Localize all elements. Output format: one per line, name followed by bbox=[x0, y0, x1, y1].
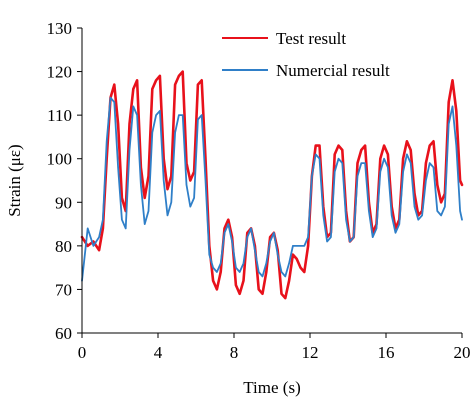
x-tick-label: 20 bbox=[454, 343, 471, 362]
y-tick-label: 120 bbox=[47, 63, 73, 82]
legend-label-test-result: Test result bbox=[276, 29, 346, 48]
series-test-result-line bbox=[80, 70, 464, 300]
y-tick-label: 60 bbox=[55, 324, 72, 343]
y-tick-label: 110 bbox=[47, 106, 72, 125]
y-axis-title: Strain (με) bbox=[5, 144, 24, 216]
series-numerical-result-line bbox=[81, 96, 463, 282]
plot-area: 0 4 8 12 16 20 60 70 80 90 100 110 120 130 bbox=[47, 19, 471, 362]
x-tick-label: 12 bbox=[302, 343, 319, 362]
series-layer bbox=[80, 70, 464, 300]
y-axis-ticks: 60 70 80 90 100 110 120 130 bbox=[47, 19, 82, 343]
x-tick-label: 16 bbox=[378, 343, 395, 362]
x-tick-label: 8 bbox=[230, 343, 239, 362]
legend: Test result Numercial result bbox=[222, 29, 390, 80]
y-tick-label: 80 bbox=[55, 237, 72, 256]
x-axis-ticks: 0 4 8 12 16 20 bbox=[78, 333, 471, 362]
x-tick-label: 4 bbox=[154, 343, 163, 362]
y-tick-label: 90 bbox=[55, 193, 72, 212]
x-axis-title: Time (s) bbox=[243, 378, 300, 397]
y-tick-label: 70 bbox=[55, 280, 72, 299]
y-tick-label: 100 bbox=[47, 150, 73, 169]
y-tick-label: 130 bbox=[47, 19, 73, 38]
legend-label-numerical-result: Numercial result bbox=[276, 61, 390, 80]
x-tick-label: 0 bbox=[78, 343, 87, 362]
